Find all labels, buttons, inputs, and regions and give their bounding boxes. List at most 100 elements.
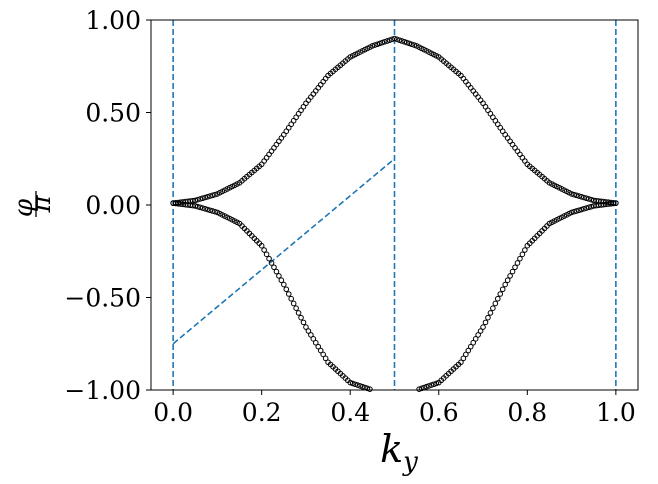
data-point <box>504 277 511 284</box>
data-point <box>310 91 317 97</box>
data-point <box>583 195 590 202</box>
data-point <box>305 97 312 103</box>
data-point <box>495 295 501 302</box>
data-point <box>472 336 479 342</box>
data-point <box>204 193 211 200</box>
data-point <box>202 206 208 212</box>
data-point <box>293 305 299 311</box>
data-point <box>192 203 199 209</box>
data-point <box>571 191 577 198</box>
y-tick-label: 0.00 <box>85 191 141 220</box>
data-point <box>192 197 199 204</box>
data-point <box>480 324 486 330</box>
data-point <box>308 332 314 338</box>
y-axis-label-numerator: φ <box>9 198 39 217</box>
data-point <box>568 209 575 216</box>
data-point <box>458 359 464 366</box>
data-point <box>423 383 430 390</box>
data-point <box>391 35 398 42</box>
data-point <box>209 192 216 199</box>
data-point <box>583 205 590 211</box>
data-point <box>588 196 595 203</box>
x-tick-label: 1.0 <box>596 398 636 427</box>
data-point <box>305 328 312 334</box>
data-point <box>212 191 218 198</box>
data-point <box>379 39 386 46</box>
data-point <box>266 255 272 262</box>
data-point <box>194 203 201 210</box>
data-point <box>578 206 585 213</box>
data-point <box>322 355 329 362</box>
data-point <box>197 196 203 202</box>
y-axis-label: φ π <box>9 191 57 217</box>
data-point <box>298 314 304 321</box>
data-point <box>470 339 477 346</box>
y-axis-ticks: 1.00 0.50 0.00 −0.50 −1.00 <box>64 6 151 405</box>
data-point <box>463 351 469 358</box>
data-point <box>475 332 481 338</box>
data-point <box>386 37 393 43</box>
data-point <box>401 38 408 45</box>
data-point <box>194 196 201 203</box>
data-point <box>278 277 285 284</box>
y-tick-label: 1.00 <box>85 6 141 35</box>
data-point <box>568 191 575 197</box>
data-point <box>315 343 322 350</box>
data-point <box>509 268 516 275</box>
data-point <box>460 355 467 362</box>
data-point <box>303 100 309 107</box>
data-point <box>190 202 196 209</box>
data-point <box>507 273 513 279</box>
data-point <box>367 386 373 392</box>
reference-lines <box>172 20 617 390</box>
data-point <box>586 196 592 202</box>
data-point <box>573 192 580 199</box>
data-point <box>411 42 417 48</box>
data-point <box>576 207 582 214</box>
data-point <box>477 97 484 103</box>
y-axis-label-denominator: π <box>27 195 57 214</box>
data-point <box>482 319 489 326</box>
reference-diagonal-line <box>172 158 396 345</box>
data-point <box>433 380 440 387</box>
data-point <box>312 339 319 346</box>
x-tick-label: 0.6 <box>419 398 459 427</box>
data-point <box>204 206 211 213</box>
data-point <box>207 207 213 214</box>
x-tick-label: 0.0 <box>153 398 193 427</box>
data-point <box>472 91 479 97</box>
data-point <box>381 38 388 45</box>
x-axis-label: ky <box>380 427 418 477</box>
data-point <box>273 268 280 275</box>
data-point <box>477 328 484 334</box>
data-point <box>394 36 400 43</box>
data-point <box>347 379 354 386</box>
data-point <box>202 194 208 201</box>
data-point <box>467 85 474 91</box>
data-point <box>408 41 415 48</box>
y-tick-label: −1.00 <box>64 376 141 405</box>
data-point <box>460 75 467 82</box>
data-point <box>406 40 413 47</box>
data-point <box>384 38 390 44</box>
data-point <box>490 305 496 311</box>
data-point <box>374 41 381 48</box>
data-point <box>487 310 494 316</box>
data-point <box>514 260 521 266</box>
x-tick-label: 0.8 <box>507 398 547 427</box>
data-point <box>485 314 491 321</box>
data-point <box>573 208 580 214</box>
data-point <box>320 351 326 358</box>
data-point <box>519 251 526 258</box>
y-tick-label: 0.50 <box>85 99 141 128</box>
data-point <box>212 208 218 215</box>
data-point <box>320 78 326 85</box>
data-point <box>613 200 619 206</box>
data-point <box>354 382 361 388</box>
data-point <box>310 336 317 342</box>
data-point <box>512 264 518 271</box>
data-point <box>261 247 267 253</box>
data-point <box>281 281 287 288</box>
data-point <box>426 383 432 389</box>
